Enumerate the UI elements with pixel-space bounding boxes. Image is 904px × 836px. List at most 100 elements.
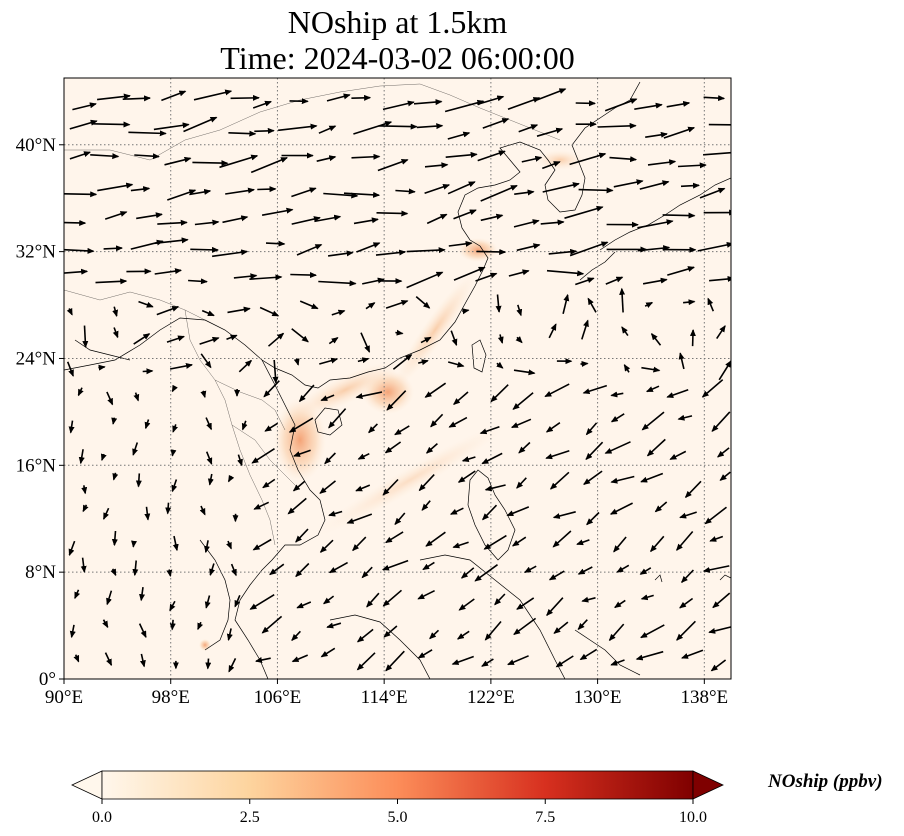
wind-arrow	[581, 596, 596, 603]
wind-arrow	[621, 326, 629, 337]
wind-arrow	[681, 649, 704, 659]
wind-arrow	[681, 569, 694, 584]
wind-arrow	[474, 564, 498, 582]
wind-arrow	[319, 357, 339, 365]
wind-arrow	[710, 659, 727, 672]
wind-arrow	[413, 99, 443, 106]
wind-arrow	[269, 563, 285, 576]
wind-arrow	[293, 449, 311, 457]
wind-arrow	[154, 237, 189, 245]
wind-arrow	[327, 250, 354, 257]
wind-arrow	[192, 160, 229, 167]
wind-arrow	[319, 539, 334, 553]
wind-arrow	[102, 507, 110, 520]
wind-arrow	[553, 621, 569, 634]
wind-arrow	[106, 590, 113, 606]
wind-arrow	[394, 425, 410, 436]
wind-arrow	[326, 93, 351, 102]
wind-arrow	[135, 473, 142, 488]
wind-arrow	[426, 213, 448, 225]
wind-arrow	[542, 161, 561, 170]
wind-arrow	[494, 593, 506, 606]
graticule	[64, 78, 731, 679]
wind-arrow	[290, 272, 317, 279]
wind-arrow	[597, 122, 637, 129]
wind-arrow	[323, 595, 335, 605]
wind-arrow	[132, 560, 139, 577]
wind-arrow	[183, 116, 218, 133]
wind-arrow	[637, 245, 671, 252]
wind-arrow	[703, 151, 731, 156]
wind-arrow	[569, 152, 607, 166]
wind-arrow	[578, 187, 614, 194]
wind-arrow	[429, 629, 440, 640]
colorbar: 0.0 2.5 5.0 7.5 10.0	[71, 770, 724, 826]
wind-arrow	[536, 88, 567, 101]
wind-arrow	[634, 102, 663, 110]
colorbar-label: NOship (ppbv)	[768, 771, 883, 792]
wind-arrow	[424, 184, 451, 195]
wind-arrow	[383, 625, 398, 638]
wind-arrow	[278, 123, 318, 132]
wind-arrow	[205, 451, 213, 465]
wind-arrow	[130, 186, 151, 193]
wind-arrow	[703, 95, 726, 102]
wind-arrow	[479, 425, 500, 435]
wind-arrow	[640, 624, 665, 639]
wind-arrow	[610, 659, 625, 666]
wind-arrow	[475, 272, 498, 282]
wind-arrow	[205, 417, 213, 431]
wind-arrow	[230, 563, 237, 577]
wind-arrow	[353, 217, 379, 225]
wind-arrow	[64, 191, 98, 198]
wind-arrow	[495, 294, 502, 313]
wind-arrow	[516, 243, 541, 252]
wind-arrow	[257, 186, 277, 193]
wind-arrow	[104, 211, 128, 220]
wind-arrow	[78, 449, 85, 465]
wind-arrow	[425, 442, 438, 454]
wind-arrow	[153, 122, 190, 131]
wind-arrow	[394, 512, 406, 526]
wind-arrow	[663, 126, 696, 139]
lon-tick-label: 130°E	[574, 687, 622, 708]
latitude-axis: 0° 8°N 16°N 24°N 32°N 40°N	[16, 135, 64, 690]
wind-arrow	[267, 332, 285, 347]
wind-arrow	[131, 540, 138, 548]
wind-arrow	[650, 535, 665, 553]
wind-arrow	[230, 94, 260, 101]
wind-arrow	[128, 130, 167, 137]
wind-arrow	[416, 123, 444, 130]
wind-arrow	[225, 187, 255, 195]
wind-arrow	[477, 95, 505, 106]
lon-tick-label: 106°E	[254, 687, 302, 708]
wind-arrow	[480, 184, 518, 202]
wind-arrow	[452, 541, 469, 549]
wind-arrow	[415, 295, 431, 309]
wind-arrow	[328, 337, 339, 345]
wind-arrow	[507, 655, 529, 666]
wind-arrow	[357, 452, 370, 460]
wind-arrow	[64, 268, 89, 275]
wind-arrow	[384, 441, 402, 454]
wind-arrow	[318, 125, 337, 134]
wind-arrow	[106, 391, 114, 406]
wind-arrow	[291, 630, 301, 642]
title-line-2: Time: 2024-03-02 06:00:00	[220, 40, 575, 76]
wind-arrow	[639, 180, 670, 190]
wind-arrow	[241, 420, 248, 431]
hotspot-yangtze-delta	[458, 238, 498, 262]
wind-arrow	[295, 528, 309, 543]
wind-arrow	[205, 658, 212, 670]
wind-arrow	[476, 248, 507, 255]
wind-arrow	[637, 219, 674, 229]
wind-arrow	[417, 649, 433, 659]
wind-arrow	[298, 384, 315, 403]
wind-arrow	[577, 619, 588, 631]
wind-arrow	[331, 309, 346, 316]
wind-arrow	[546, 269, 585, 277]
wind-arrow	[326, 622, 342, 629]
wind-arrow	[200, 390, 207, 399]
wind-arrow	[507, 97, 541, 110]
wind-arrow	[605, 276, 624, 285]
